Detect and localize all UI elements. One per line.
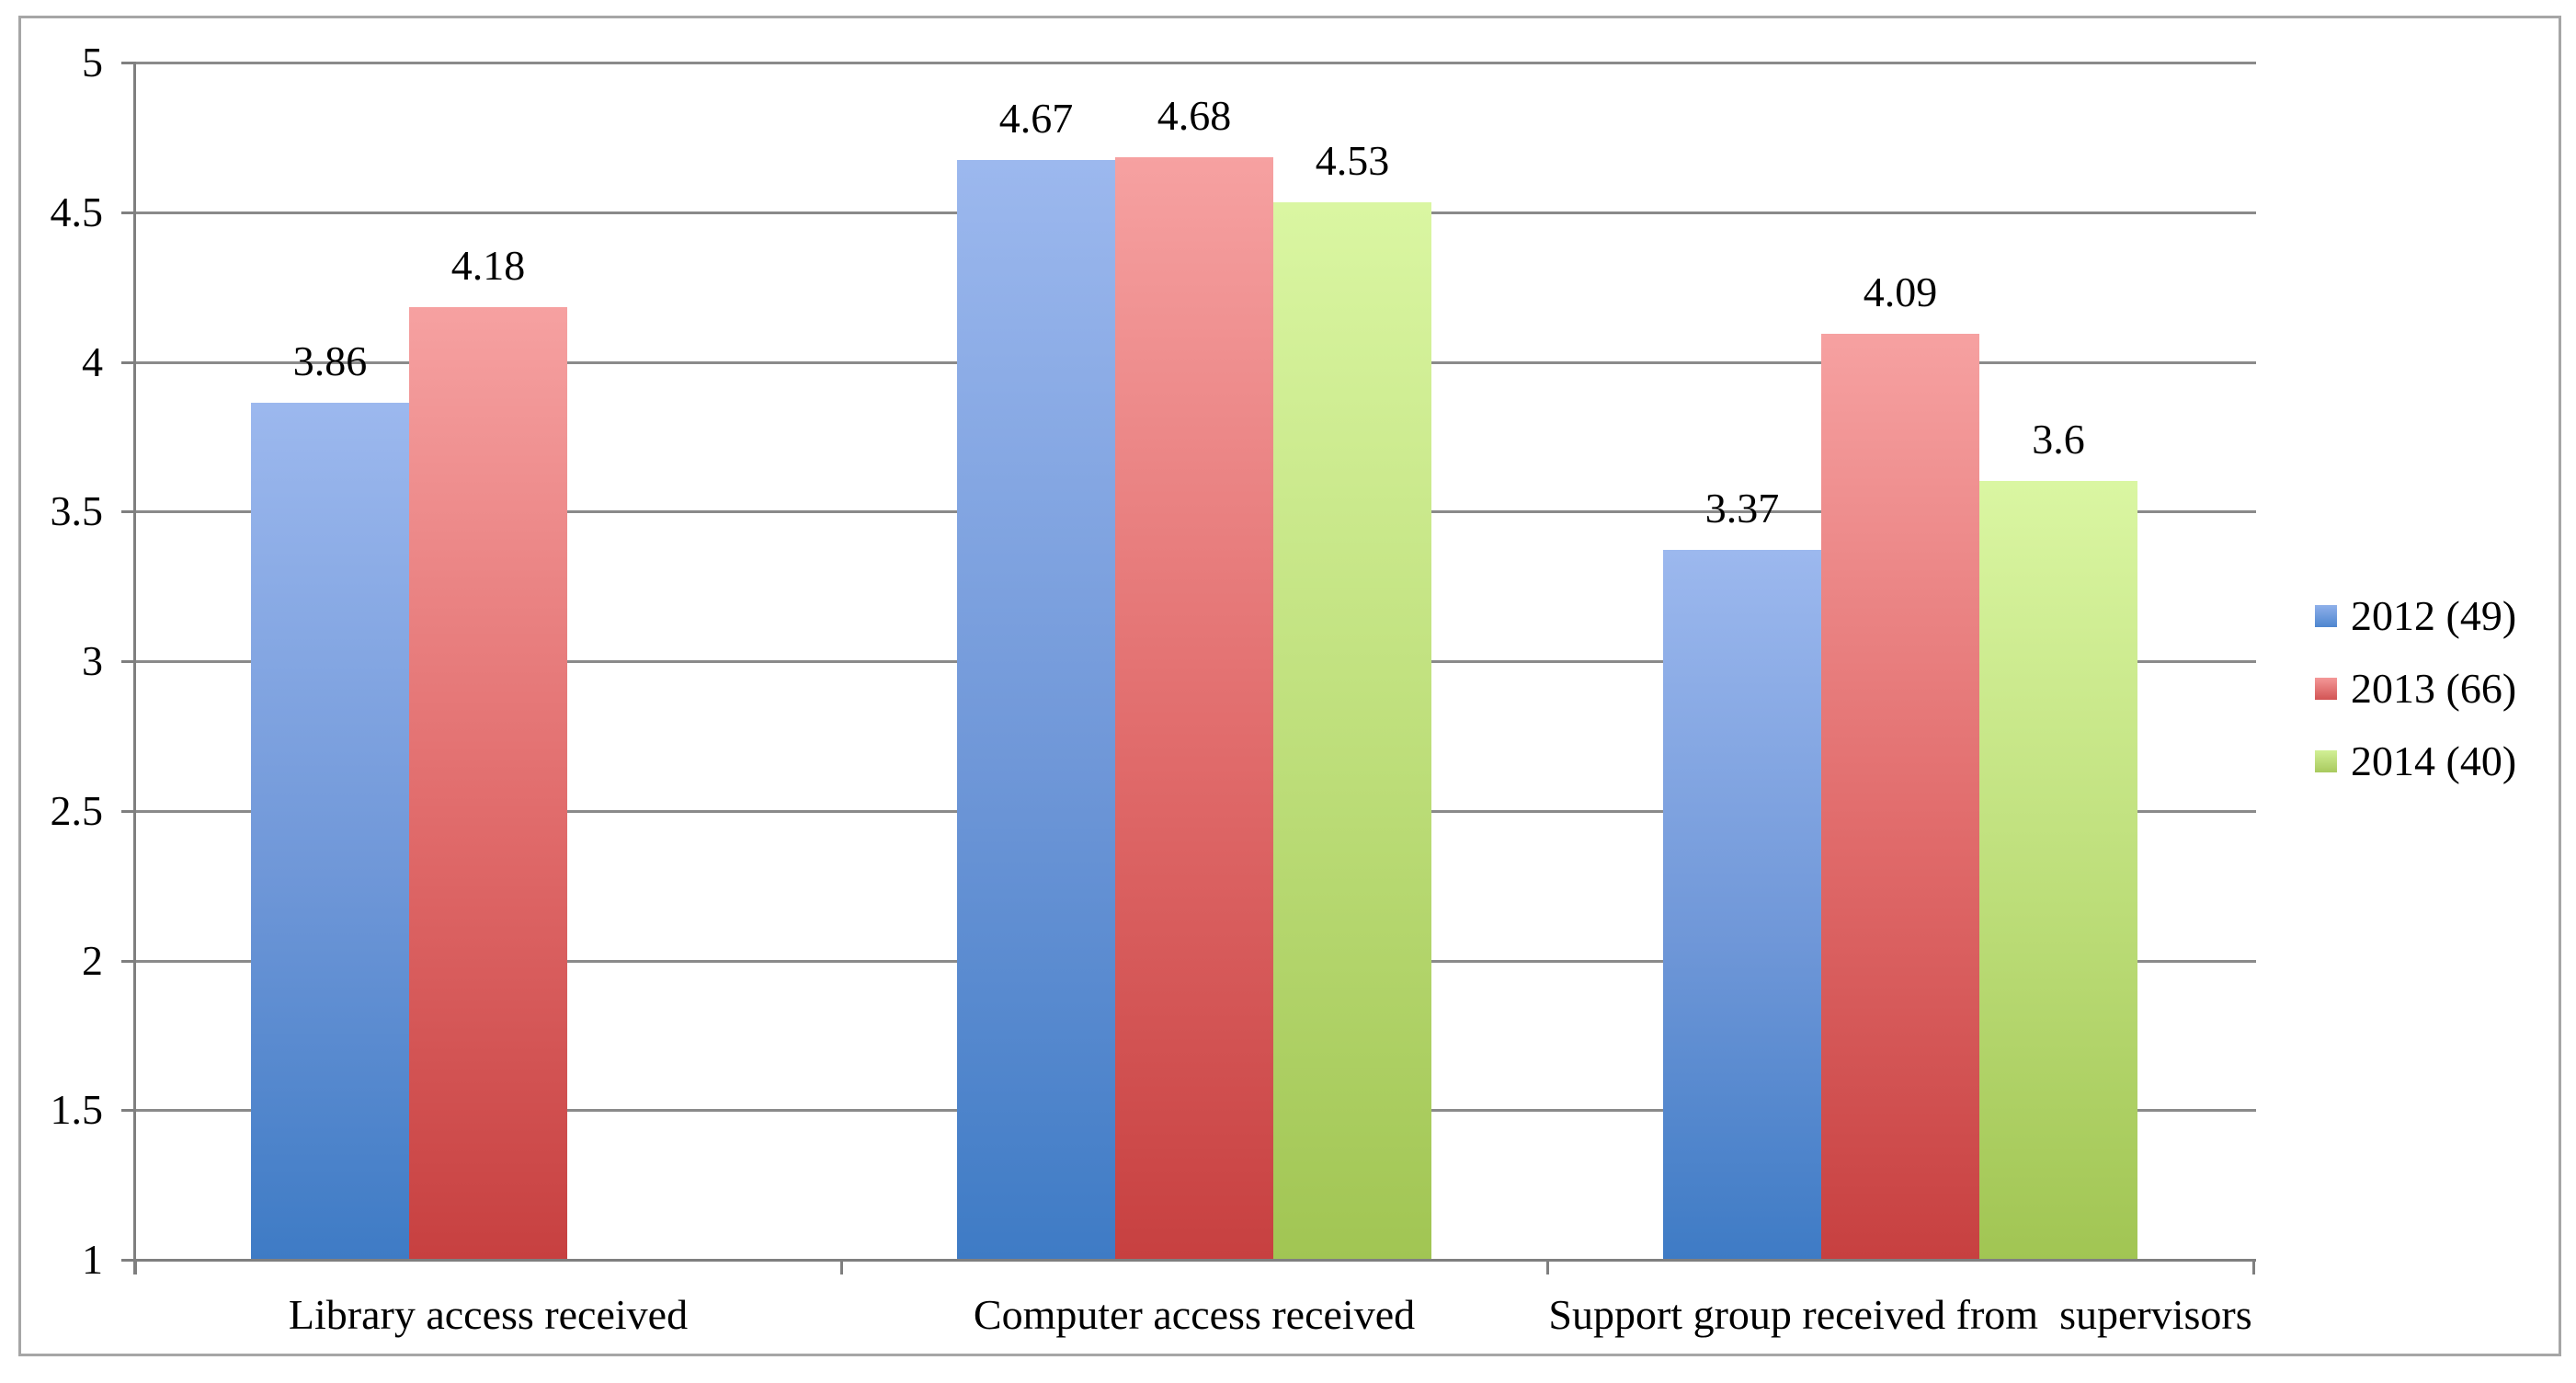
y-axis-line [133, 62, 136, 1274]
y-axis-label: 5 [82, 39, 103, 86]
bar-value-label: 4.67 [998, 95, 1074, 143]
bar-value-label: 4.09 [1863, 269, 1938, 316]
legend-swatch-icon [2315, 604, 2337, 627]
y-axis-tick [121, 1259, 135, 1262]
y-axis-tick [121, 960, 135, 963]
bar-value-label: 3.86 [292, 337, 368, 385]
x-axis-tick [2252, 1259, 2255, 1274]
bar-2013-2 [1115, 157, 1273, 1260]
y-axis-label: 4.5 [50, 189, 104, 235]
gridline [135, 62, 2256, 64]
legend-swatch-icon [2315, 677, 2337, 700]
x-axis-tick [1546, 1259, 1549, 1274]
bar-2014-2 [1273, 201, 1431, 1260]
y-axis-label: 3.5 [50, 487, 104, 534]
legend-swatch-icon [2315, 749, 2337, 772]
y-axis-label: 1.5 [50, 1086, 104, 1133]
y-axis-tick [121, 62, 135, 64]
category-label: Computer access received [973, 1291, 1416, 1338]
legend-label: 2013 (66) [2351, 664, 2517, 712]
y-axis-tick [121, 361, 135, 364]
y-axis-label: 2 [82, 937, 103, 984]
legend-label: 2012 (49) [2351, 591, 2517, 639]
bar-value-label: 4.53 [1315, 136, 1390, 184]
category-label: Support group received from supervisors [1548, 1291, 2252, 1338]
bar-2012-1 [251, 403, 409, 1260]
category-label: Library access received [288, 1291, 689, 1338]
y-axis-tick [121, 510, 135, 513]
legend-item: 2012 (49) [2315, 579, 2516, 652]
x-axis-tick [134, 1259, 137, 1274]
y-axis-tick [121, 1109, 135, 1112]
bar-value-label: 3.6 [2032, 415, 2085, 463]
legend-item: 2014 (40) [2315, 725, 2516, 797]
y-axis-label: 1 [82, 1236, 103, 1283]
y-axis-label: 4 [82, 338, 103, 385]
y-axis-tick [121, 660, 135, 663]
y-axis-label: 3 [82, 637, 103, 684]
bar-2014-3 [1979, 480, 2137, 1260]
bar-value-label: 3.37 [1704, 484, 1780, 531]
x-axis-tick [840, 1259, 843, 1274]
legend-label: 2014 (40) [2351, 737, 2517, 784]
bar-2013-3 [1821, 334, 1979, 1260]
bar-2012-2 [957, 160, 1115, 1260]
bar-value-label: 4.68 [1157, 92, 1232, 140]
bar-2013-1 [409, 306, 567, 1260]
y-axis-tick [121, 211, 135, 214]
bar-2012-3 [1663, 549, 1821, 1260]
legend-item: 2013 (66) [2315, 652, 2516, 725]
y-axis-label: 2.5 [50, 787, 104, 834]
x-axis-line [133, 1259, 2256, 1262]
bar-value-label: 4.18 [450, 241, 526, 289]
legend: 2012 (49) 2013 (66) 2014 (40) [2315, 579, 2516, 797]
y-axis-tick [121, 810, 135, 813]
